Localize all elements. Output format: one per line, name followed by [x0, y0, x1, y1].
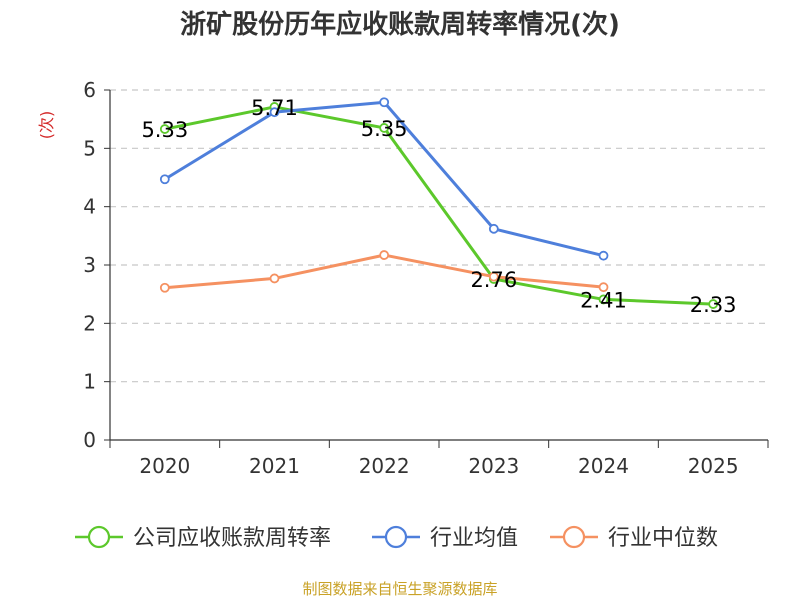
data-point — [379, 97, 390, 108]
data-labels: 5.33 5.71 5.35 2.76 2.41 2.33 — [141, 96, 736, 317]
series-line-0 — [164, 105, 714, 306]
data-point — [159, 174, 170, 185]
y-tick-label: 3 — [83, 253, 96, 277]
data-point — [269, 273, 280, 284]
x-tick-label: 2023 — [468, 454, 519, 478]
legend-label-0: 公司应收账款周转率 — [133, 526, 331, 551]
series-layer — [159, 97, 719, 309]
data-label: 2.33 — [690, 293, 737, 317]
data-point — [269, 107, 280, 118]
legend-marker-0 — [87, 525, 111, 549]
x-tick-label: 2025 — [688, 454, 739, 478]
x-tick-label: 2024 — [578, 454, 629, 478]
data-point — [488, 271, 499, 282]
data-point — [598, 294, 609, 305]
data-label: 5.71 — [251, 96, 298, 120]
data-point — [488, 223, 499, 234]
x-tick-label: 2021 — [249, 454, 300, 478]
y-tick-label: 6 — [83, 78, 96, 102]
data-label: 2.41 — [580, 288, 627, 312]
chart-title: 浙矿股份历年应收账款周转率情况(次) — [180, 10, 620, 40]
data-point — [598, 282, 609, 293]
y-axis-title: (次) — [37, 111, 56, 140]
y-tick-label: 0 — [83, 428, 96, 452]
x-tick-label: 2022 — [359, 454, 410, 478]
data-point — [708, 299, 719, 309]
y-tick-label: 1 — [83, 370, 96, 394]
data-label: 2.76 — [470, 268, 517, 292]
data-point — [598, 250, 609, 261]
axes: 0 1 2 3 4 5 6 2020 2021 2022 2023 2024 2025 (次) — [37, 78, 769, 478]
x-tick-label: 2020 — [139, 454, 190, 478]
data-point — [379, 250, 390, 260]
legend-marker-1 — [384, 525, 408, 549]
legend-label-2: 行业中位数 — [608, 526, 718, 551]
grid-lines — [110, 89, 768, 383]
series-line-2 — [164, 253, 604, 290]
data-point — [379, 123, 390, 133]
y-tick-label: 4 — [83, 195, 96, 219]
y-tick-label: 5 — [83, 136, 96, 160]
y-tick-label: 2 — [83, 311, 96, 335]
source-note: 制图数据来自恒生聚源数据库 — [302, 580, 498, 598]
legend-label-1: 行业均值 — [430, 526, 518, 551]
data-point — [159, 282, 170, 293]
legend: 公司应收账款周转率 行业均值 行业中位数 — [75, 525, 718, 551]
data-label: 5.35 — [361, 117, 408, 141]
data-label: 5.33 — [141, 118, 188, 142]
legend-marker-2 — [562, 525, 586, 549]
data-point — [159, 124, 170, 134]
